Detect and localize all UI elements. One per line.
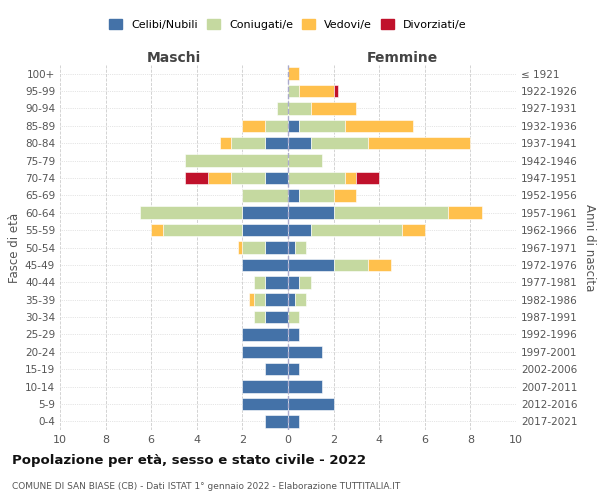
Bar — [163, 224, 242, 236]
Bar — [311, 102, 356, 115]
Bar — [288, 328, 299, 340]
Bar — [288, 363, 299, 376]
Y-axis label: Fasce di età: Fasce di età — [8, 212, 21, 282]
Bar — [242, 328, 288, 340]
Bar — [356, 172, 379, 184]
Bar — [345, 120, 413, 132]
Bar — [402, 224, 425, 236]
Bar — [265, 172, 288, 184]
Bar — [265, 363, 288, 376]
Bar — [288, 241, 295, 254]
Bar — [265, 415, 288, 428]
Y-axis label: Anni di nascita: Anni di nascita — [583, 204, 596, 291]
Bar — [265, 241, 288, 254]
Bar — [295, 294, 306, 306]
Bar — [288, 415, 299, 428]
Bar — [265, 120, 288, 132]
Bar — [368, 137, 470, 149]
Bar — [265, 294, 288, 306]
Bar — [288, 346, 322, 358]
Bar — [231, 172, 265, 184]
Text: Femmine: Femmine — [367, 51, 437, 65]
Bar — [288, 294, 295, 306]
Bar — [448, 206, 482, 219]
Bar — [288, 276, 299, 288]
Bar — [295, 241, 306, 254]
Bar — [288, 102, 311, 115]
Bar — [288, 189, 299, 202]
Bar — [288, 224, 311, 236]
Bar — [288, 206, 334, 219]
Bar — [288, 311, 299, 324]
Bar — [288, 68, 299, 80]
Bar — [265, 311, 288, 324]
Bar — [231, 137, 265, 149]
Bar — [265, 276, 288, 288]
Bar — [208, 172, 231, 184]
Bar — [185, 154, 288, 167]
Bar — [242, 258, 288, 271]
Bar — [265, 137, 288, 149]
Bar — [288, 398, 334, 410]
Bar — [249, 294, 254, 306]
Bar — [254, 311, 265, 324]
Bar — [288, 154, 322, 167]
Bar — [242, 189, 288, 202]
Bar — [238, 241, 242, 254]
Bar — [288, 258, 334, 271]
Bar — [334, 85, 338, 98]
Bar — [242, 346, 288, 358]
Bar — [288, 172, 345, 184]
Bar — [242, 241, 265, 254]
Bar — [299, 85, 334, 98]
Bar — [299, 189, 334, 202]
Bar — [242, 398, 288, 410]
Bar — [288, 120, 299, 132]
Bar — [299, 120, 345, 132]
Bar — [299, 276, 311, 288]
Text: COMUNE DI SAN BIASE (CB) - Dati ISTAT 1° gennaio 2022 - Elaborazione TUTTITALIA.: COMUNE DI SAN BIASE (CB) - Dati ISTAT 1°… — [12, 482, 400, 491]
Bar — [254, 276, 265, 288]
Bar — [254, 294, 265, 306]
Bar — [220, 137, 231, 149]
Bar — [140, 206, 242, 219]
Bar — [288, 380, 322, 393]
Text: Maschi: Maschi — [147, 51, 201, 65]
Bar — [242, 120, 265, 132]
Bar — [334, 206, 448, 219]
Bar — [277, 102, 288, 115]
Legend: Celibi/Nubili, Coniugati/e, Vedovi/e, Divorziati/e: Celibi/Nubili, Coniugati/e, Vedovi/e, Di… — [109, 20, 467, 30]
Bar — [288, 137, 311, 149]
Bar — [242, 206, 288, 219]
Bar — [311, 224, 402, 236]
Bar — [334, 189, 356, 202]
Bar — [242, 380, 288, 393]
Bar — [288, 85, 299, 98]
Bar — [334, 258, 368, 271]
Text: Popolazione per età, sesso e stato civile - 2022: Popolazione per età, sesso e stato civil… — [12, 454, 366, 467]
Bar — [185, 172, 208, 184]
Bar — [345, 172, 356, 184]
Bar — [242, 224, 288, 236]
Bar — [368, 258, 391, 271]
Bar — [311, 137, 368, 149]
Bar — [151, 224, 163, 236]
